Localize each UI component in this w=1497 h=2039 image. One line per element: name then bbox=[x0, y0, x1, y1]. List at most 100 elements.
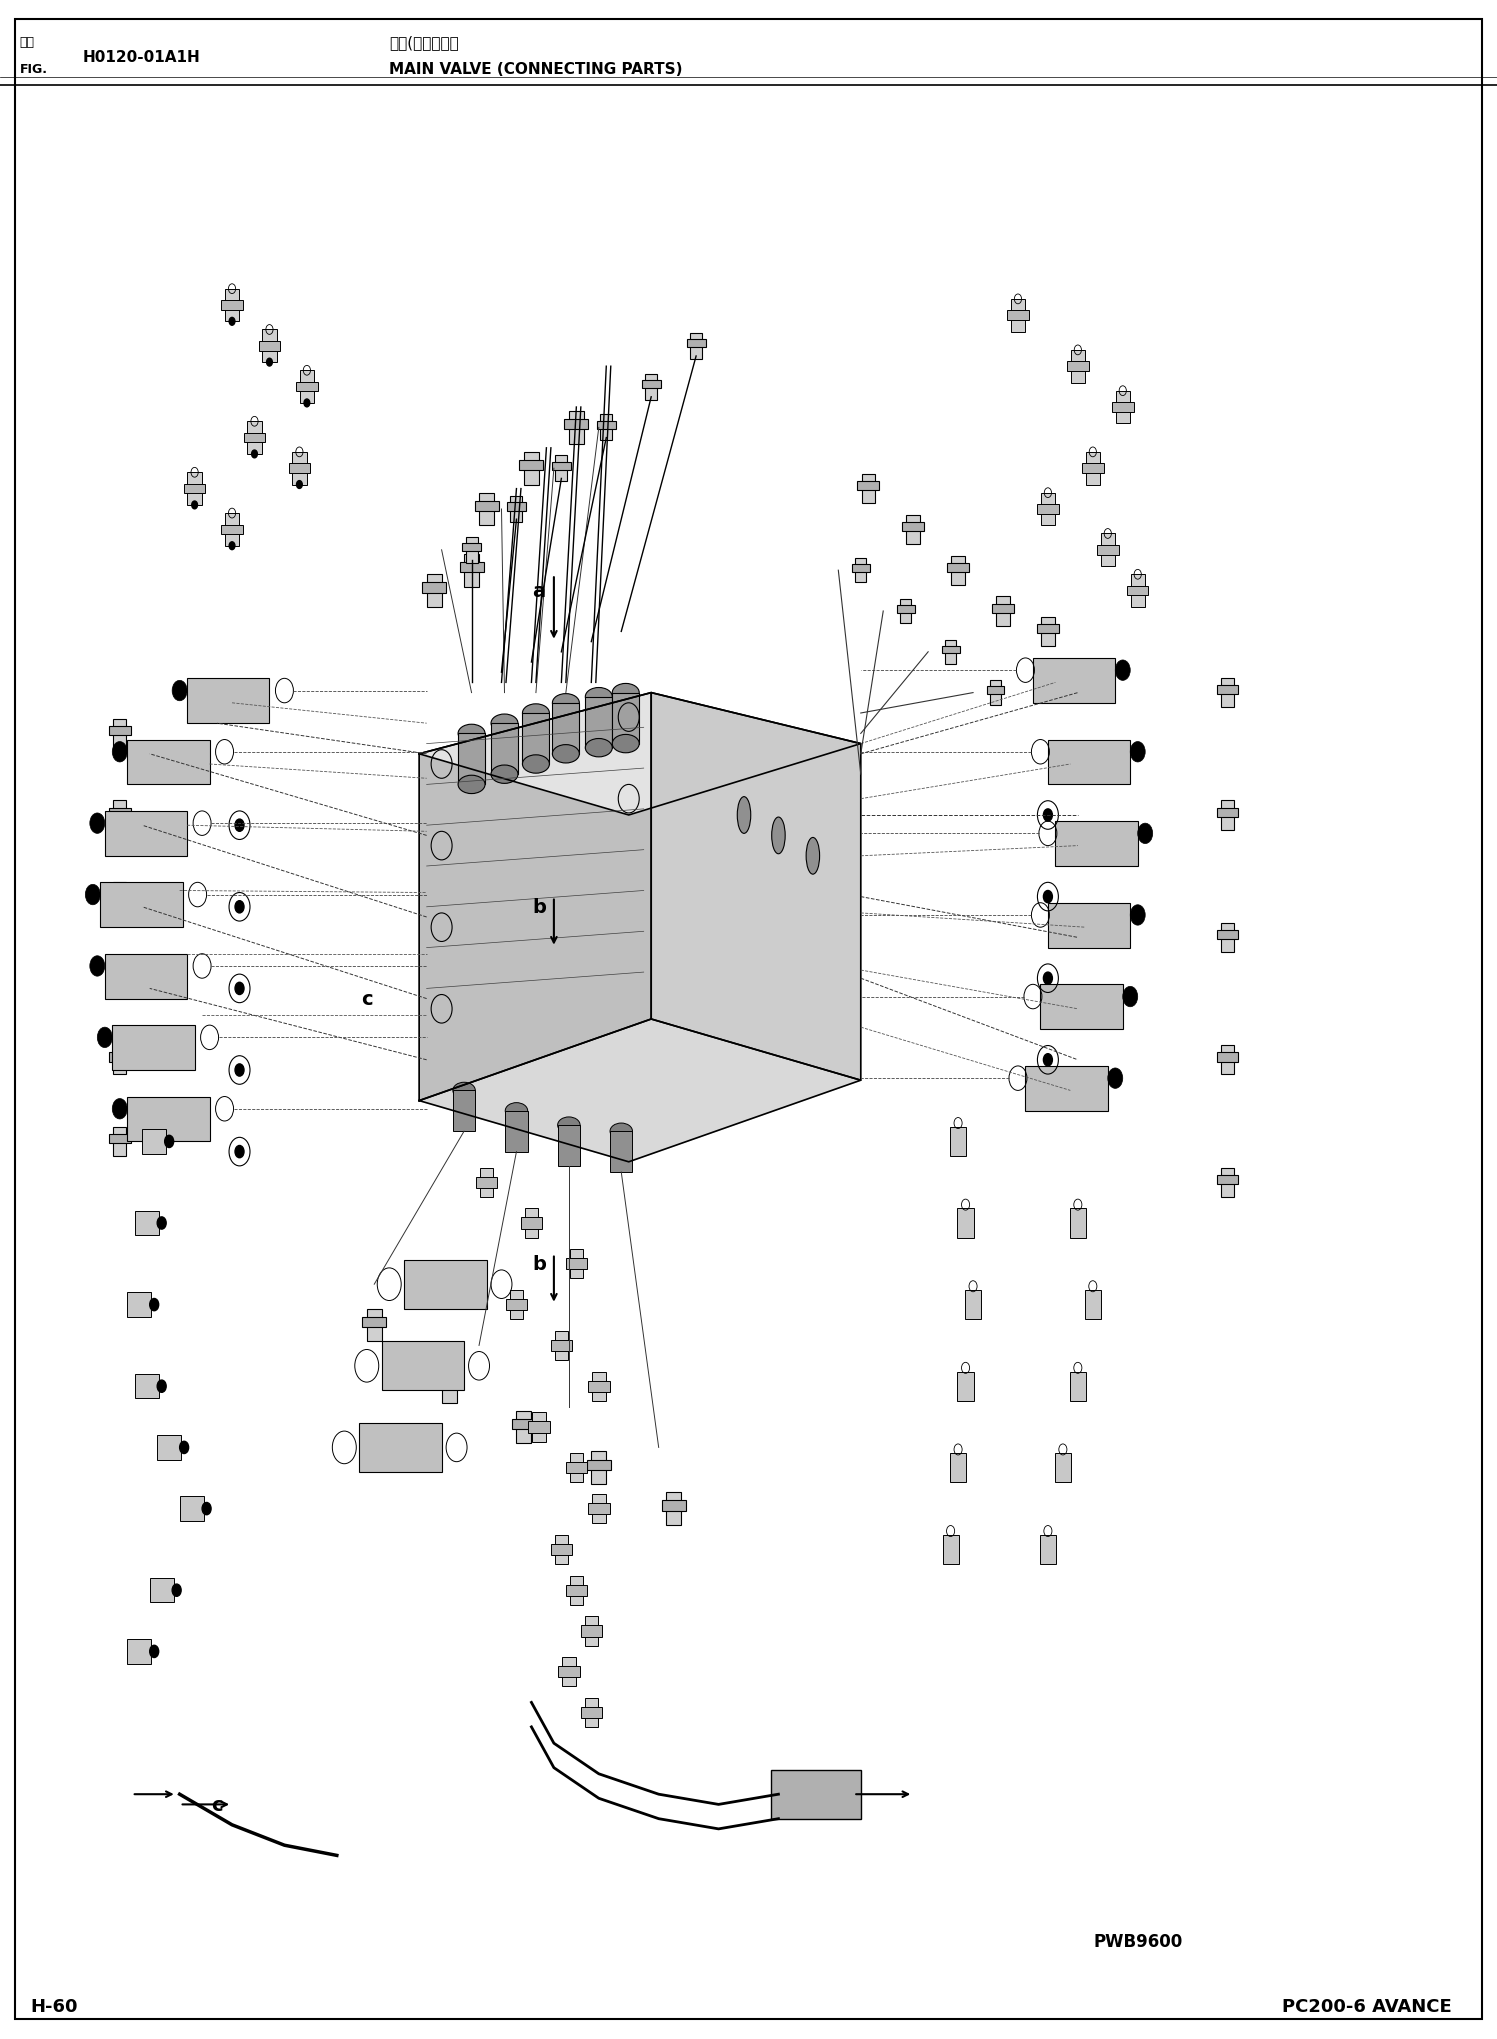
Ellipse shape bbox=[611, 1123, 632, 1140]
Bar bbox=[570, 1576, 584, 1605]
Bar bbox=[114, 1128, 126, 1156]
Bar bbox=[771, 1770, 861, 1819]
Circle shape bbox=[1130, 742, 1145, 763]
Bar bbox=[184, 485, 205, 493]
Bar bbox=[852, 565, 870, 573]
Bar bbox=[1130, 575, 1145, 608]
Circle shape bbox=[85, 885, 100, 905]
Bar bbox=[127, 740, 210, 785]
Text: c: c bbox=[361, 989, 373, 1009]
Bar bbox=[555, 1331, 569, 1360]
Text: c: c bbox=[211, 1794, 223, 1815]
Bar bbox=[127, 1293, 151, 1317]
Bar bbox=[479, 493, 494, 526]
Bar bbox=[458, 734, 485, 785]
Bar bbox=[662, 1501, 686, 1511]
Ellipse shape bbox=[491, 765, 518, 785]
Bar bbox=[362, 1317, 386, 1327]
Bar bbox=[1055, 822, 1138, 867]
Bar bbox=[1055, 1454, 1070, 1482]
Circle shape bbox=[157, 1380, 166, 1393]
Bar bbox=[987, 687, 1004, 695]
Bar bbox=[585, 1617, 599, 1645]
Bar bbox=[563, 1658, 575, 1686]
Bar bbox=[225, 514, 240, 546]
Bar bbox=[690, 334, 702, 359]
Text: b: b bbox=[531, 1254, 546, 1274]
Bar bbox=[993, 604, 1013, 614]
Bar bbox=[552, 463, 570, 471]
Bar bbox=[491, 724, 518, 775]
Ellipse shape bbox=[738, 797, 751, 834]
Circle shape bbox=[235, 1146, 244, 1158]
Bar bbox=[506, 1111, 528, 1152]
Bar bbox=[555, 457, 567, 481]
Bar bbox=[521, 1217, 542, 1230]
Circle shape bbox=[229, 318, 235, 326]
Bar bbox=[109, 807, 130, 818]
Bar bbox=[966, 1291, 981, 1319]
Bar bbox=[1222, 1168, 1234, 1197]
Bar bbox=[109, 726, 130, 736]
Bar bbox=[1085, 1291, 1100, 1319]
Bar bbox=[1127, 587, 1148, 595]
Bar bbox=[109, 889, 130, 899]
Ellipse shape bbox=[807, 838, 820, 875]
Bar bbox=[109, 1052, 130, 1062]
Bar bbox=[509, 1291, 524, 1319]
Bar bbox=[1037, 624, 1058, 634]
Bar bbox=[466, 538, 478, 563]
Circle shape bbox=[1130, 905, 1145, 926]
Bar bbox=[476, 1177, 497, 1189]
Bar bbox=[1222, 801, 1234, 830]
Circle shape bbox=[157, 1217, 166, 1230]
Bar bbox=[1217, 685, 1238, 695]
Ellipse shape bbox=[458, 726, 485, 744]
Bar bbox=[1217, 1052, 1238, 1062]
Bar bbox=[522, 714, 549, 765]
Bar bbox=[114, 883, 126, 911]
Bar bbox=[855, 559, 867, 583]
Bar bbox=[612, 693, 639, 744]
Circle shape bbox=[165, 1136, 174, 1148]
Bar bbox=[292, 453, 307, 485]
Bar bbox=[244, 434, 265, 442]
Bar bbox=[600, 416, 612, 440]
Bar bbox=[475, 502, 499, 512]
Bar bbox=[597, 422, 615, 430]
Bar bbox=[187, 679, 269, 724]
Bar bbox=[109, 971, 130, 981]
Bar bbox=[114, 801, 126, 830]
Circle shape bbox=[150, 1645, 159, 1658]
Bar bbox=[1217, 1174, 1238, 1185]
Bar bbox=[112, 1026, 195, 1070]
Bar bbox=[507, 504, 525, 512]
Bar bbox=[858, 481, 879, 491]
Bar bbox=[951, 1128, 966, 1156]
Ellipse shape bbox=[612, 683, 639, 701]
Bar bbox=[587, 1460, 611, 1470]
Bar bbox=[1115, 391, 1130, 424]
Bar bbox=[157, 1435, 181, 1460]
Polygon shape bbox=[419, 693, 861, 816]
Circle shape bbox=[1115, 661, 1130, 681]
Bar bbox=[289, 465, 310, 473]
Circle shape bbox=[304, 400, 310, 408]
Bar bbox=[1100, 534, 1115, 567]
Bar bbox=[142, 1130, 166, 1154]
Text: PC200-6 AVANCE: PC200-6 AVANCE bbox=[1283, 1996, 1452, 2015]
Bar bbox=[135, 1211, 159, 1236]
Text: 図号: 図号 bbox=[19, 37, 34, 49]
Bar bbox=[222, 526, 243, 534]
Polygon shape bbox=[419, 1020, 861, 1162]
Bar bbox=[952, 557, 966, 585]
Bar bbox=[564, 420, 588, 430]
Bar bbox=[558, 1126, 581, 1166]
Circle shape bbox=[266, 359, 272, 367]
Bar bbox=[951, 1454, 966, 1482]
Circle shape bbox=[97, 1028, 112, 1048]
Bar bbox=[907, 516, 919, 544]
Bar bbox=[404, 1260, 487, 1309]
Bar bbox=[903, 522, 924, 532]
Ellipse shape bbox=[522, 703, 549, 724]
